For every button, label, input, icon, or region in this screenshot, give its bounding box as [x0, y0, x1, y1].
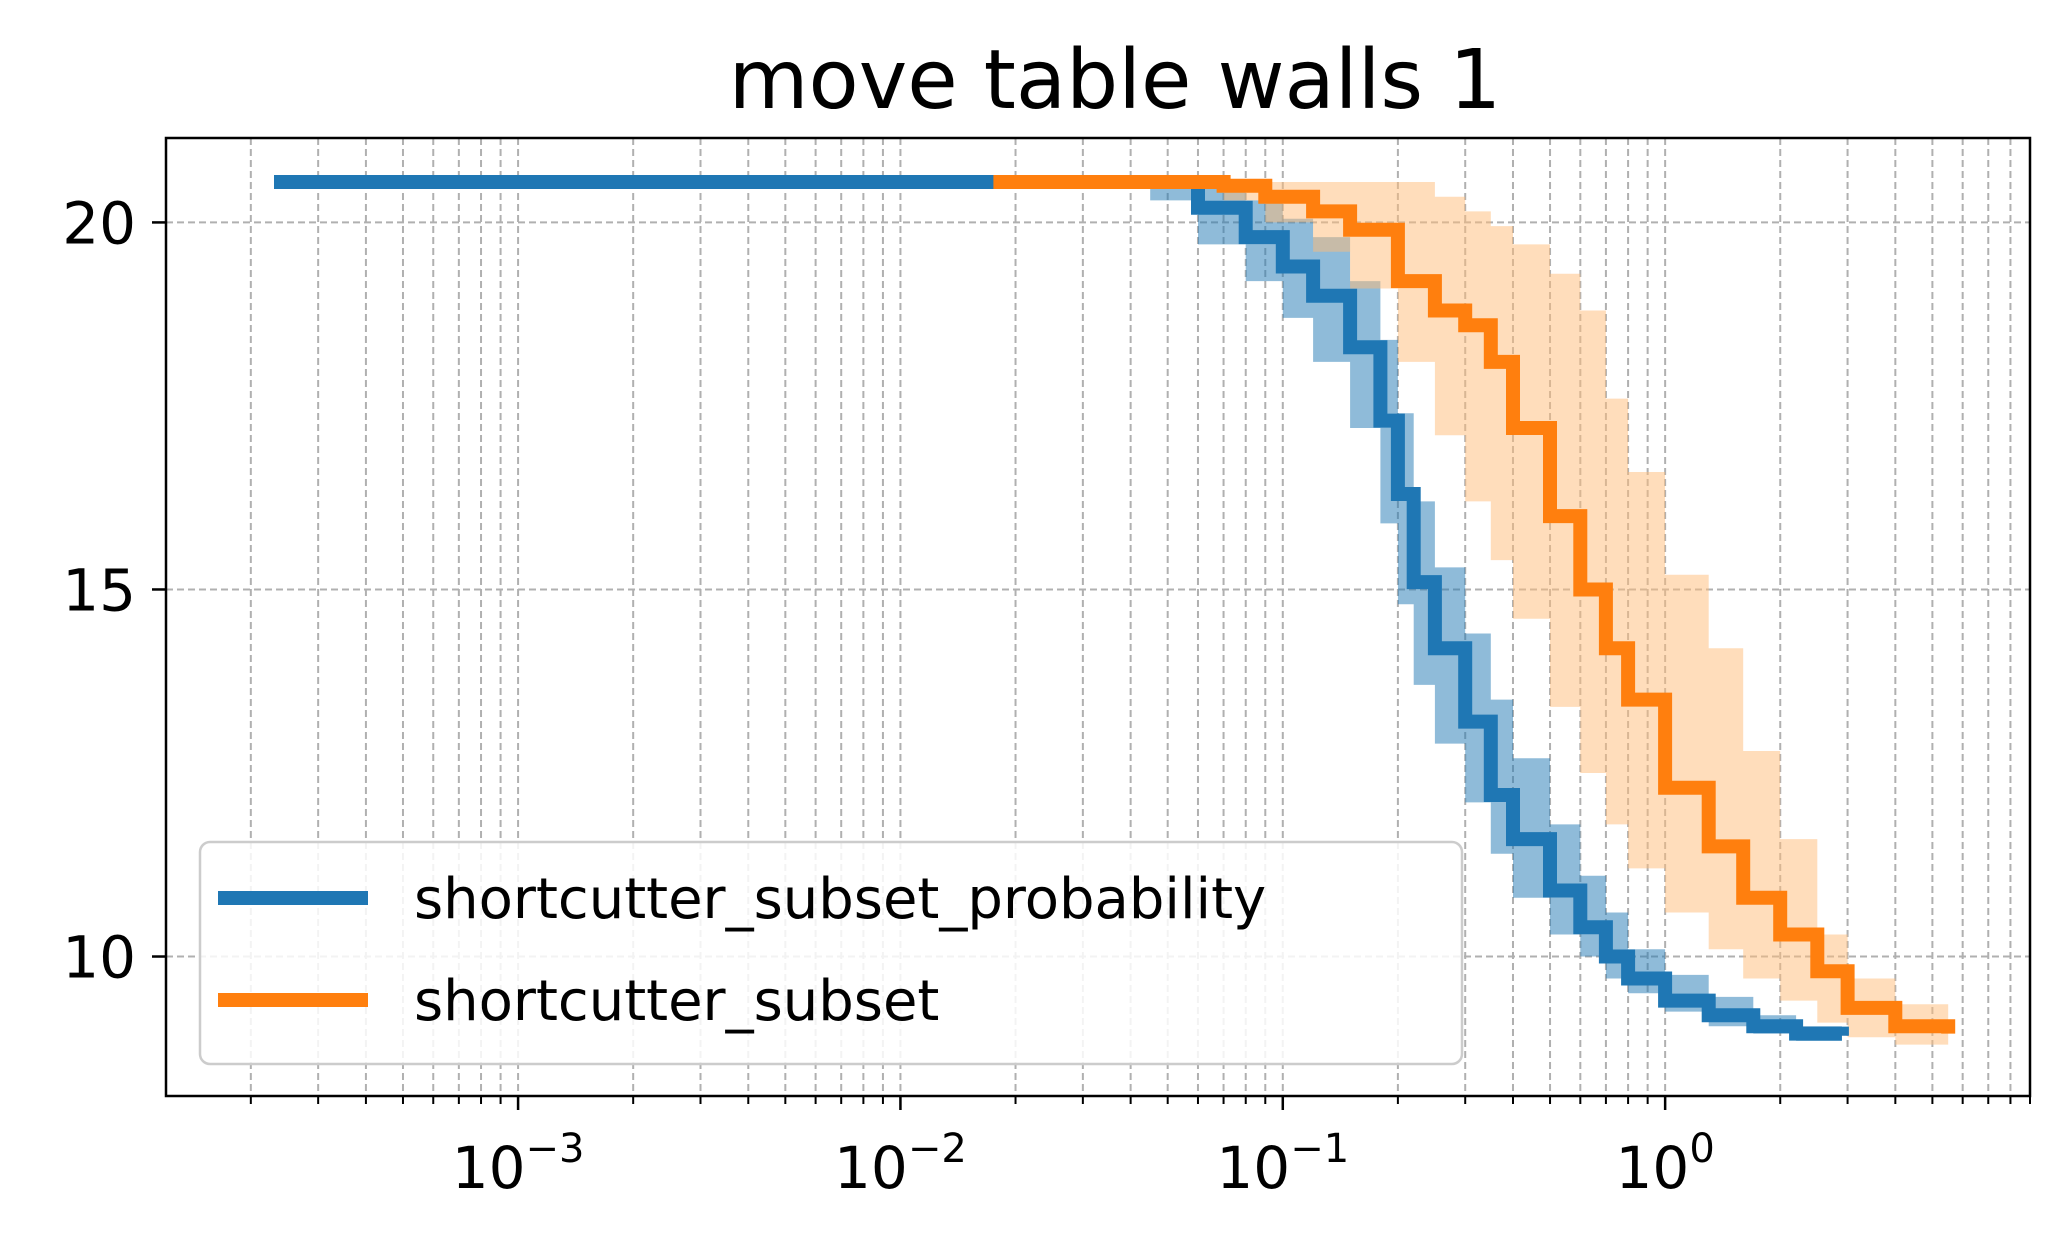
y-tick-label: 15 [62, 556, 136, 624]
series-lines [274, 175, 1956, 1041]
x-tick-label: 10−2 [834, 1126, 967, 1202]
axis-ticks: 10−3 10−2 10−1 100 20 15 10 [62, 189, 2031, 1202]
x-tick-label: 10−1 [1216, 1126, 1349, 1202]
series-line [274, 175, 1849, 1041]
legend[interactable]: shortcutter_subset_probability shortcutte… [198, 840, 1464, 1066]
legend-label: shortcutter_subset [414, 969, 939, 1034]
plot-frame [164, 136, 2032, 1098]
x-tick-label: 10−3 [452, 1126, 585, 1202]
y-tick-label: 20 [62, 189, 136, 257]
y-tick-label: 10 [62, 924, 136, 992]
series-line [993, 175, 1956, 1034]
legend-box [198, 840, 1464, 1066]
legend-label: shortcutter_subset_probability [414, 867, 1266, 932]
chart-title: move table walls 1 [729, 33, 1502, 128]
x-tick-label: 100 [1616, 1126, 1715, 1202]
